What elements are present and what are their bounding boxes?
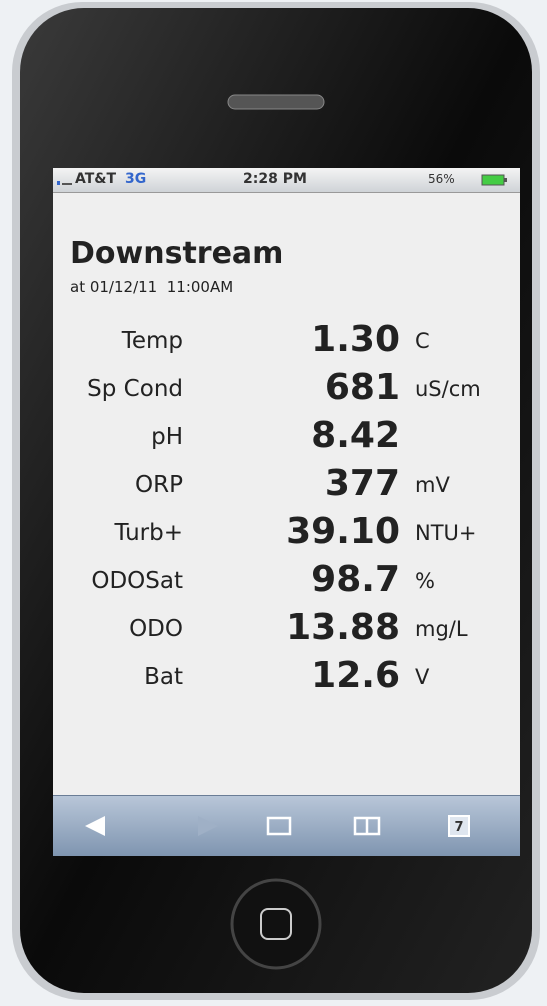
screen: AT&T 3G 2:28 PM 56% Downstream at 01/12/… xyxy=(53,168,520,856)
share-button[interactable] xyxy=(268,818,290,834)
battery-percent: 56% xyxy=(428,172,455,186)
back-button[interactable] xyxy=(85,816,105,836)
reading-value: 13.88 xyxy=(230,607,400,648)
reading-value: 39.10 xyxy=(230,511,400,552)
page: AT&T 3G 2:28 PM 56% Downstream at 01/12/… xyxy=(0,0,547,1006)
tabs-count: 7 xyxy=(454,820,463,835)
carrier: AT&T xyxy=(75,171,116,187)
reading-value: 8.42 xyxy=(230,415,400,456)
reading-label: Temp xyxy=(53,328,183,354)
toolbar-icons: 7 xyxy=(53,796,520,856)
battery-icon xyxy=(481,173,509,187)
reading-unit: C xyxy=(415,329,430,353)
reading-label: ODOSat xyxy=(53,568,183,594)
reading-label: Sp Cond xyxy=(53,376,183,402)
title: Downstream xyxy=(70,236,283,271)
reading-value: 377 xyxy=(230,463,400,504)
home-button[interactable] xyxy=(232,880,320,968)
reading-unit: NTU+ xyxy=(415,521,477,545)
reading-label: ODO xyxy=(53,616,183,642)
reading-label: Turb+ xyxy=(53,520,183,546)
reading-unit: mV xyxy=(415,473,450,497)
reading-value: 98.7 xyxy=(230,559,400,600)
reading-value: 681 xyxy=(230,367,400,408)
signal-icon xyxy=(53,168,73,192)
reading-unit: uS/cm xyxy=(415,377,481,401)
forward-button[interactable] xyxy=(198,816,218,836)
reading-label: pH xyxy=(53,424,183,450)
reading-value: 1.30 xyxy=(230,319,400,360)
reading-label: Bat xyxy=(53,664,183,690)
bookmarks-button[interactable] xyxy=(355,818,379,834)
reading-value: 12.6 xyxy=(230,655,400,696)
reading-unit: % xyxy=(415,569,435,593)
speaker xyxy=(228,95,324,109)
toolbar: 7 xyxy=(53,795,520,856)
clock: 2:28 PM xyxy=(243,171,307,187)
network: 3G xyxy=(125,171,146,187)
reading-unit: V xyxy=(415,665,429,689)
reading-label: ORP xyxy=(53,472,183,498)
reading-unit: mg/L xyxy=(415,617,468,641)
subtitle: at 01/12/11 11:00AM xyxy=(70,278,233,296)
status-bar: AT&T 3G 2:28 PM 56% xyxy=(53,168,520,193)
